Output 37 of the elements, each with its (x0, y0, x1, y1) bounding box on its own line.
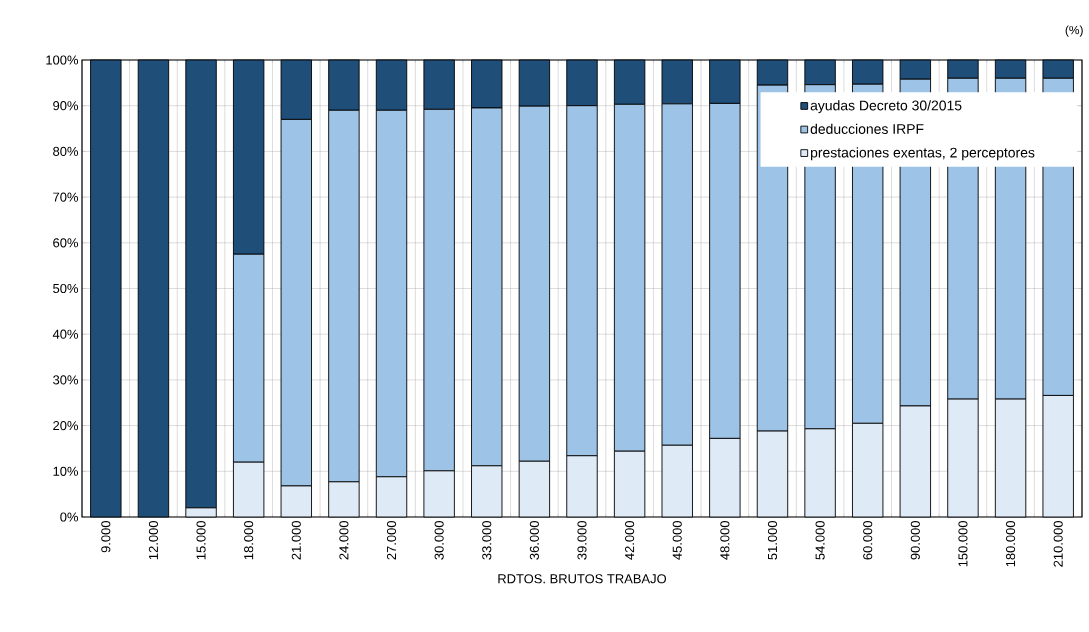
x-tick-label: 48.000 (720, 521, 730, 560)
y-tick-label: 20% (53, 421, 79, 431)
x-tick-label: 150.000 (958, 521, 968, 567)
y-tick-label: 0% (60, 512, 79, 522)
x-tick-label: 51.000 (767, 521, 778, 560)
legend-label: deducciones IRPF (810, 123, 924, 134)
x-tick-label: 60.000 (863, 521, 873, 560)
y-tick-label: 40% (52, 329, 79, 339)
y-tick-label: 100% (46, 55, 79, 65)
y-tick-label: 80% (53, 146, 79, 156)
x-tick-label: 39.000 (577, 521, 587, 560)
x-tick-label: 21.000 (291, 521, 301, 560)
y-tick-label: 10% (53, 466, 79, 476)
x-tick-label: 9.000 (101, 521, 111, 553)
x-tick-label: 24.000 (339, 521, 349, 560)
y-tick-label: 70% (53, 192, 79, 202)
x-tick-label: 15.000 (196, 521, 206, 560)
x-tick-label: 180.000 (1005, 521, 1016, 567)
y-tick-label: 90% (53, 101, 79, 111)
y-tick-label: 30% (53, 375, 79, 385)
x-tick-label: 12.000 (148, 521, 159, 560)
text: (%) (1065, 25, 1083, 37)
y-tick-label: 50% (53, 283, 79, 294)
x-tick-label: 42.000 (625, 521, 635, 560)
x-tick-label: 210.000 (1053, 521, 1063, 567)
x-tick-label: 90.000 (910, 521, 920, 560)
x-axis-title: RDTOS. BRUTOS TRABAJO (498, 574, 667, 584)
x-tick-label: 30.000 (434, 521, 444, 560)
x-tick-label: 27.000 (386, 521, 397, 560)
x-tick-label: 45.000 (672, 521, 682, 560)
x-tick-label: 33.000 (482, 521, 492, 560)
legend-label: prestaciones exentas, 2 perceptores (811, 147, 1035, 161)
legend-label: ayudas Decreto 30/2015 (810, 100, 962, 114)
x-tick-label: 54.000 (815, 521, 825, 560)
y-tick-label: 60% (53, 238, 79, 248)
x-tick-label: 36.000 (529, 521, 539, 560)
x-tick-label: 18.000 (244, 521, 254, 560)
